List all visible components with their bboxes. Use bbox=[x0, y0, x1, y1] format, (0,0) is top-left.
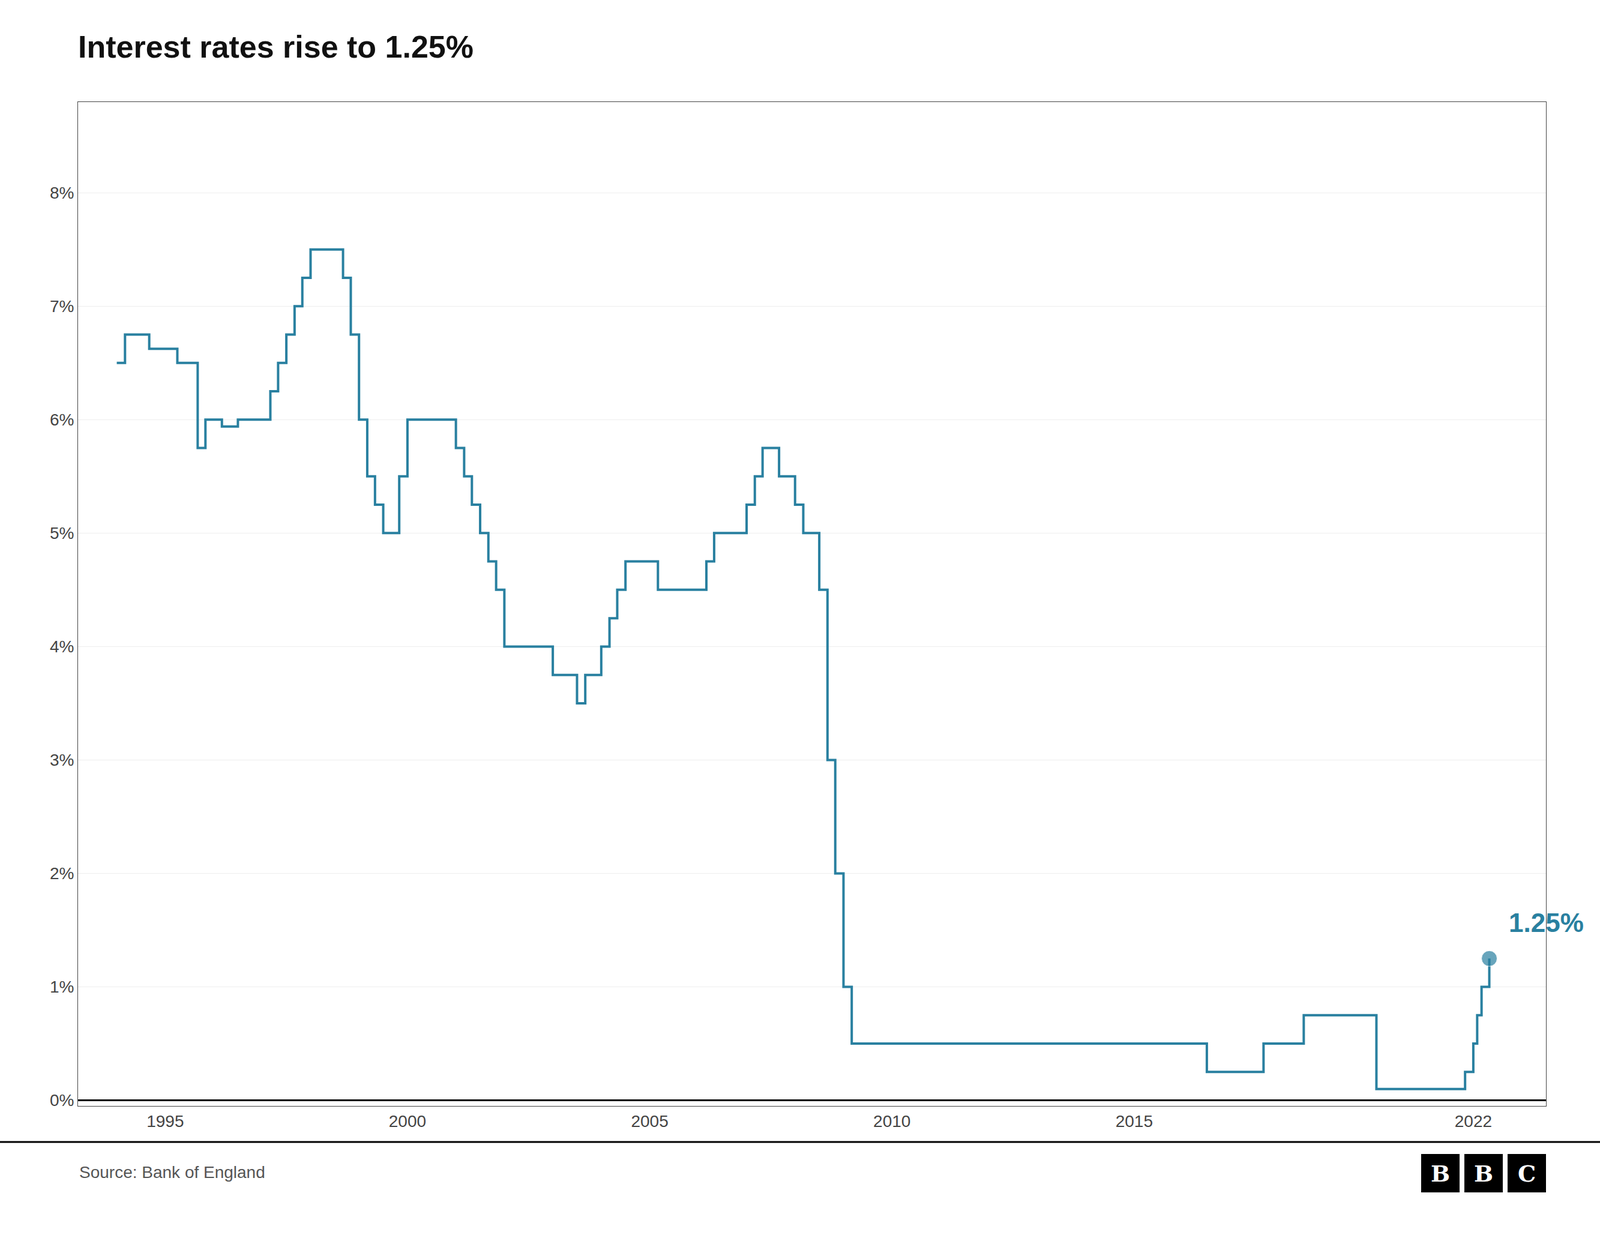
svg-text:Source: Bank of England: Source: Bank of England bbox=[79, 1163, 266, 1182]
svg-text:1995: 1995 bbox=[146, 1112, 184, 1131]
svg-text:2022: 2022 bbox=[1454, 1112, 1492, 1131]
svg-text:2000: 2000 bbox=[388, 1112, 427, 1131]
svg-text:4%: 4% bbox=[49, 637, 74, 656]
svg-text:3%: 3% bbox=[49, 750, 74, 770]
svg-text:Interest rates rise to 1.25%: Interest rates rise to 1.25% bbox=[78, 29, 474, 65]
svg-text:0%: 0% bbox=[49, 1091, 74, 1110]
svg-text:2015: 2015 bbox=[1115, 1112, 1153, 1131]
svg-text:8%: 8% bbox=[49, 183, 74, 203]
svg-text:B: B bbox=[1473, 1160, 1494, 1188]
svg-text:C: C bbox=[1517, 1160, 1536, 1188]
svg-text:2%: 2% bbox=[49, 864, 74, 883]
svg-text:2010: 2010 bbox=[873, 1112, 911, 1131]
svg-text:1.25%: 1.25% bbox=[1508, 908, 1584, 938]
svg-text:7%: 7% bbox=[49, 297, 74, 316]
svg-text:2005: 2005 bbox=[630, 1112, 668, 1131]
svg-text:1%: 1% bbox=[49, 977, 74, 997]
svg-text:B: B bbox=[1430, 1160, 1450, 1188]
svg-text:6%: 6% bbox=[49, 410, 74, 430]
svg-text:5%: 5% bbox=[49, 523, 74, 543]
